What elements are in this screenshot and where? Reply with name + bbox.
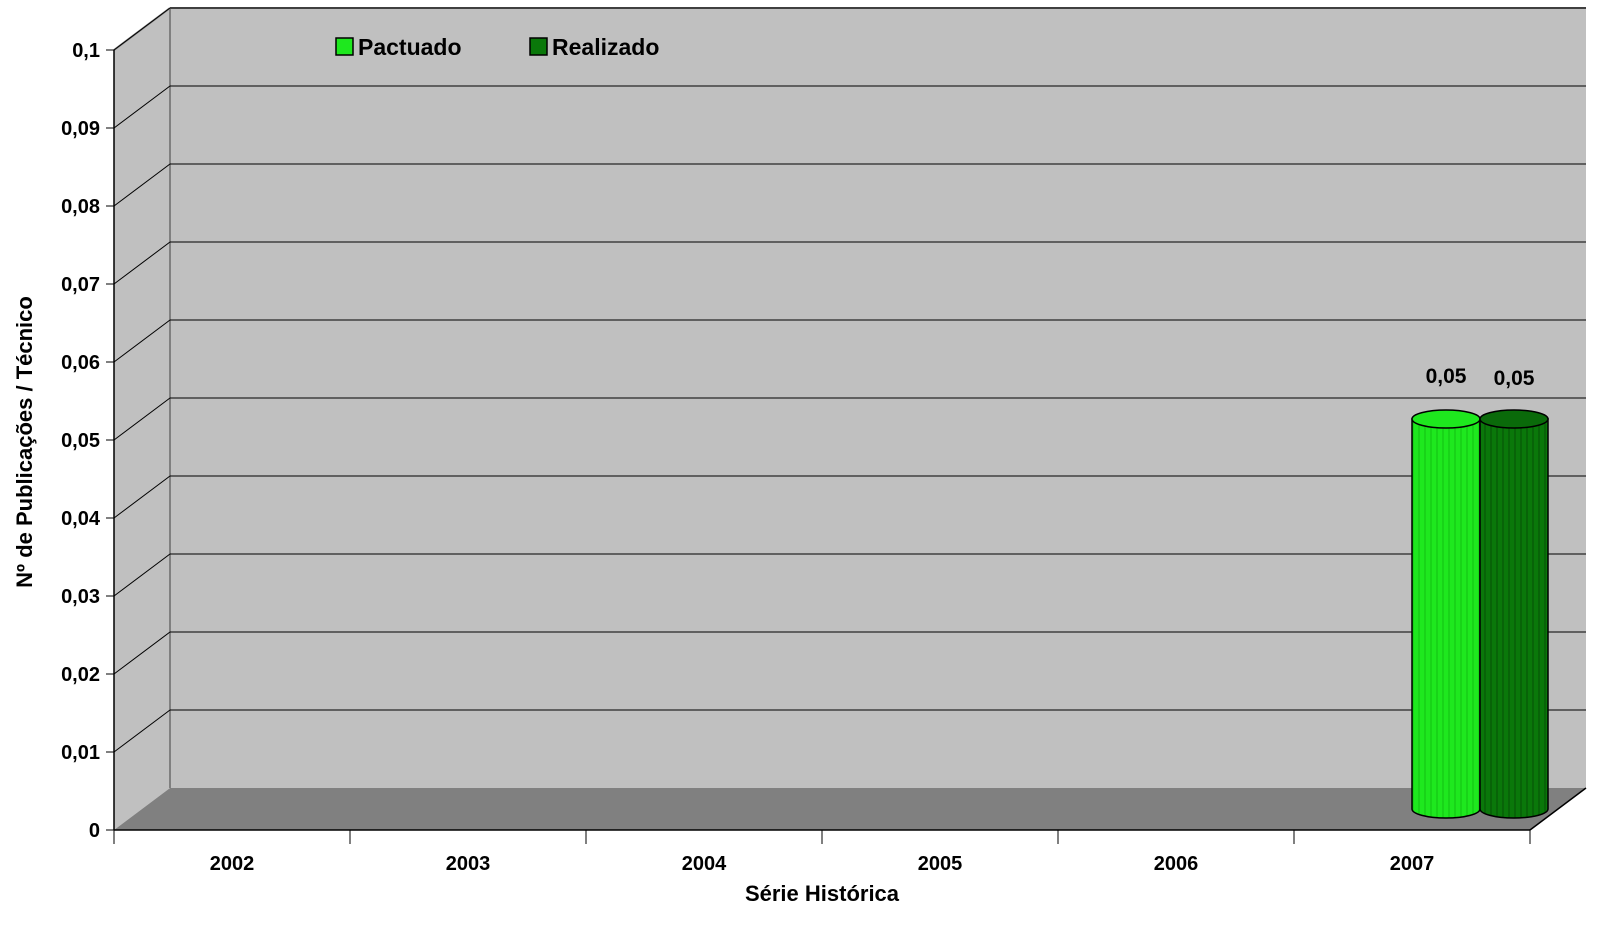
gridline-side (113, 241, 171, 285)
x-tick-label: 2006 (1154, 853, 1199, 875)
gridline-side (113, 397, 171, 441)
legend: Pactuado Realizado (335, 34, 659, 60)
gridline-side (113, 553, 171, 597)
y-tick-label: 0,01 (61, 742, 100, 764)
x-axis-title: Série Histórica (745, 881, 900, 906)
y-tick-label: 0,05 (61, 430, 100, 452)
bar-pactuado (1411, 418, 1481, 819)
x-tick-label: 2005 (918, 853, 963, 875)
gridline-side (113, 709, 171, 753)
y-tick-label: 0,03 (61, 586, 100, 608)
legend-swatch-realizado (529, 37, 548, 56)
y-tick-label: 0,06 (61, 352, 100, 374)
x-tick-label: 2003 (446, 853, 491, 875)
y-tick-label: 0,1 (72, 40, 100, 62)
data-label: 0,05 (1494, 367, 1535, 390)
legend-label: Pactuado (358, 34, 462, 60)
bar-top-pactuado (1411, 409, 1481, 429)
y-tick-label: 0,02 (61, 664, 100, 686)
chart-walls (113, 7, 1586, 830)
gridline-side (113, 631, 171, 675)
x-tick-label: 2007 (1390, 853, 1435, 875)
gridlines (113, 7, 1586, 753)
y-tick-label: 0,07 (61, 274, 100, 296)
floor (114, 788, 1586, 830)
gridline-side (113, 85, 171, 129)
gridline-side (113, 7, 171, 51)
y-tick-label: 0 (89, 820, 100, 842)
x-tick-label: 2004 (682, 853, 727, 875)
y-tick-label: 0,04 (61, 508, 101, 530)
y-axis-title: Nº de Publicações / Técnico (12, 296, 37, 588)
y-tick-label: 0,08 (61, 196, 100, 218)
data-label: 0,05 (1426, 365, 1467, 388)
labels: 0,05 0,05 (1426, 365, 1535, 390)
legend-label: Realizado (552, 34, 659, 60)
bar-top-realizado (1479, 409, 1549, 429)
bars (1411, 409, 1549, 819)
gridline-side (113, 319, 171, 363)
gridline-side (113, 163, 171, 207)
axes: 0 0,01 0,02 0,03 0,04 0,05 0,06 0,07 0,08 0,09 0,1… (12, 40, 1587, 906)
legend-swatch-pactuado (335, 37, 354, 56)
floor-right-edge (1529, 787, 1587, 831)
y-tick-label: 0,09 (61, 118, 100, 140)
gridline-side (113, 475, 171, 519)
x-tick-label: 2002 (210, 853, 255, 875)
bar-realizado (1479, 418, 1549, 819)
